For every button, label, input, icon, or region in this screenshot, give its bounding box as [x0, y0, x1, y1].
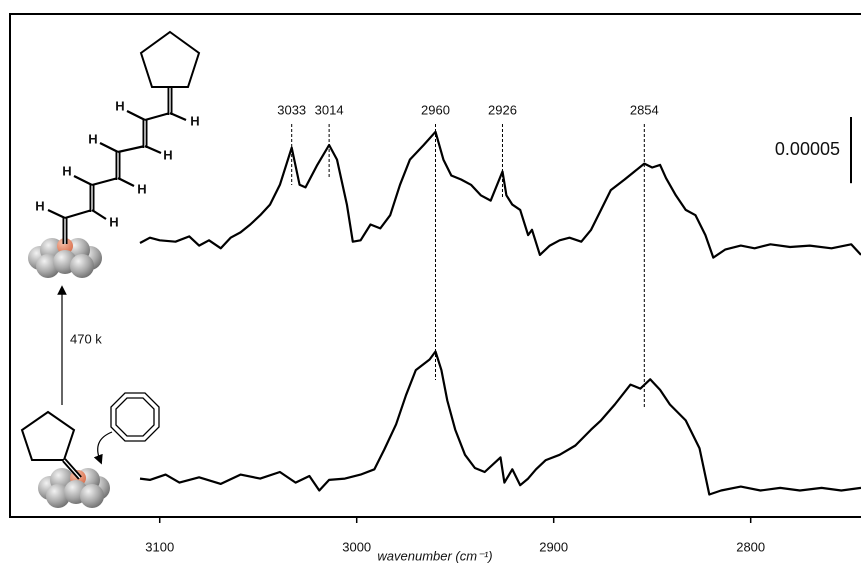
- spectrum-line: [140, 132, 861, 258]
- atom-label: H: [163, 147, 172, 162]
- bottom-molecule: [22, 393, 159, 508]
- peak-label: 2854: [630, 102, 659, 117]
- arrow-label: 470 k: [70, 331, 102, 346]
- spectrum-line: [140, 352, 861, 495]
- x-tick-label: 2900: [539, 539, 568, 554]
- atom-label: H: [35, 198, 44, 213]
- atom-label: H: [88, 131, 97, 146]
- atom-label: H: [190, 113, 199, 128]
- scale-bar-label: 0.00005: [775, 139, 840, 159]
- x-axis-label: wavenumber (cm⁻¹): [377, 548, 492, 563]
- x-tick-label: 2800: [736, 539, 765, 554]
- atom-label: H: [62, 163, 71, 178]
- peak-label: 3014: [315, 102, 344, 117]
- chart: H H H H H H H H 470 k wavenumber (cm⁻¹) …: [0, 0, 861, 565]
- atom-label: H: [109, 214, 118, 229]
- peak-label: 2960: [421, 102, 450, 117]
- peak-label: 2926: [488, 102, 517, 117]
- x-tick-label: 3000: [342, 539, 371, 554]
- atom-label: H: [137, 181, 146, 196]
- atom-label: H: [115, 98, 124, 113]
- peak-label: 3033: [277, 102, 306, 117]
- x-tick-label: 3100: [145, 539, 174, 554]
